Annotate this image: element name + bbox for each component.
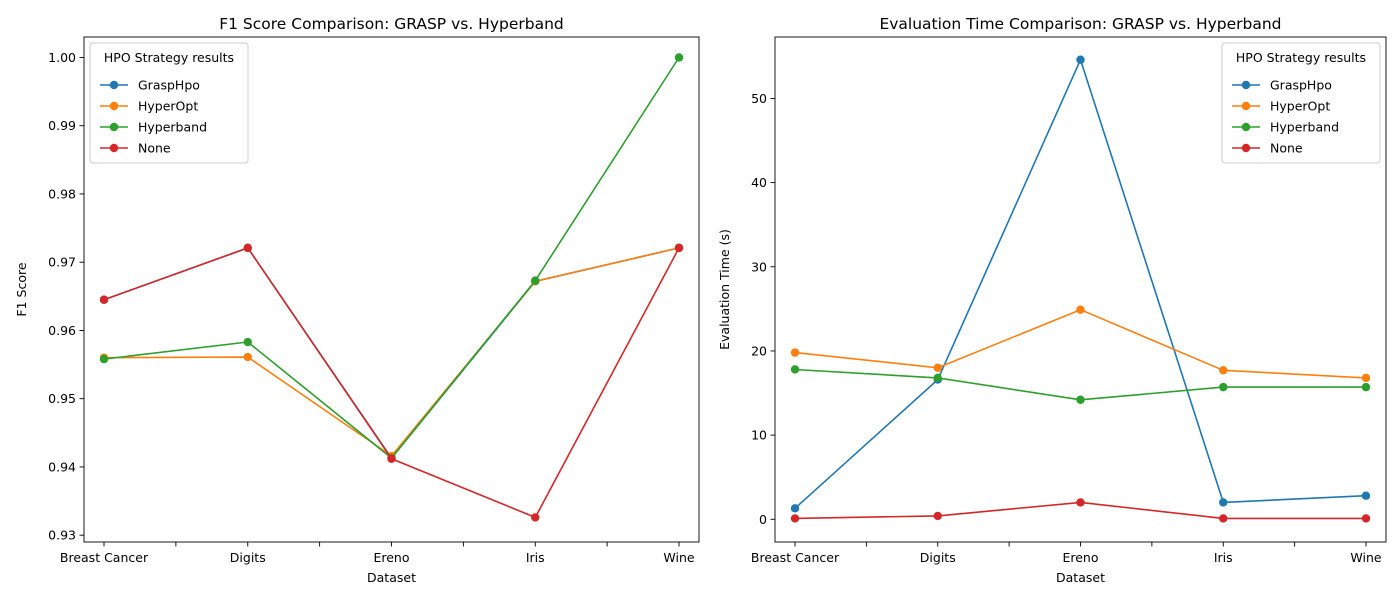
series-line-hyperopt	[794, 308, 1367, 379]
y-axis-label: F1 Score	[14, 262, 29, 316]
y-tick-label: 0.95	[48, 391, 76, 406]
data-point-hyperopt	[1219, 366, 1228, 375]
y-tick-label: 10	[751, 428, 767, 443]
data-point-hyperband	[933, 373, 942, 383]
y-tick-label: 1.00	[48, 50, 76, 65]
legend-label-hyperopt: HyperOpt	[1270, 99, 1330, 114]
legend-marker-grasphpo	[109, 80, 119, 90]
x-tick-label: Breast Cancer	[60, 550, 149, 565]
y-tick-label: 0	[759, 512, 767, 527]
series-line-grasphpo	[103, 247, 680, 459]
data-point-hyperband	[674, 53, 684, 62]
y-tick-label: 40	[751, 175, 767, 190]
legend-label-hyperopt: HyperOpt	[138, 99, 198, 114]
y-tick-label: 20	[751, 343, 767, 358]
data-point-hyperopt	[933, 363, 942, 372]
data-point-none	[1076, 498, 1085, 507]
y-tick-label: 0.97	[48, 255, 76, 270]
data-point-hyperband	[1219, 382, 1228, 392]
legend-label-hyperband: Hyperband	[138, 120, 207, 135]
x-tick-label: Digits	[920, 550, 956, 565]
legend-label-grasphpo: GraspHpo	[1270, 78, 1332, 93]
x-tick-label: Ereno	[1062, 550, 1098, 565]
x-tick-label: Ereno	[373, 550, 409, 565]
y-tick-label: 0.96	[48, 323, 76, 338]
data-point-hyperband	[531, 276, 540, 285]
legend-title: HPO Strategy results	[104, 50, 234, 65]
data-point-none	[243, 243, 252, 253]
data-point-none	[1361, 514, 1371, 523]
legend-marker-none	[1241, 143, 1251, 153]
x-tick-label: Wine	[663, 550, 694, 565]
y-tick-label: 30	[751, 259, 767, 274]
legend-marker-grasphpo	[1241, 80, 1251, 90]
chart-1: F1 Score Comparison: GRASP vs. Hyperband…	[14, 15, 700, 585]
y-axis-label: Evaluation Time (s)	[717, 229, 732, 350]
series-line-hyperopt	[103, 247, 680, 457]
y-tick-label: 0.94	[48, 459, 76, 474]
data-point-hyperband	[1361, 382, 1371, 392]
legend-label-hyperband: Hyperband	[1270, 120, 1339, 135]
legend-label-none: None	[1270, 141, 1303, 156]
legend-title: HPO Strategy results	[1236, 50, 1366, 65]
chart-2: Evaluation Time Comparison: GRASP vs. Hy…	[717, 15, 1387, 585]
data-point-none	[674, 243, 684, 253]
legend-marker-hyperband	[109, 122, 119, 132]
data-point-none	[790, 514, 800, 523]
y-tick-label: 0.93	[48, 528, 76, 543]
y-tick-label: 0.99	[48, 118, 76, 133]
series-line-none	[103, 247, 680, 519]
data-point-hyperband	[790, 365, 800, 374]
legend: HPO Strategy results GraspHpo HyperOpt Hype…	[89, 42, 249, 164]
data-point-hyperopt	[243, 352, 252, 362]
data-point-grasphpo	[1076, 55, 1085, 64]
data-point-none	[933, 511, 942, 521]
y-tick-label: 0.98	[48, 186, 76, 201]
data-point-grasphpo	[1361, 491, 1371, 500]
legend-box	[1221, 42, 1381, 164]
data-point-none	[387, 454, 396, 463]
y-tick-label: 50	[751, 91, 767, 106]
data-point-hyperband	[1076, 395, 1085, 404]
legend: HPO Strategy results GraspHpo HyperOpt Hype…	[1221, 42, 1381, 164]
data-point-hyperopt	[790, 348, 800, 357]
legend-marker-hyperopt	[109, 101, 119, 111]
x-axis-label: Dataset	[367, 570, 416, 585]
x-axis-label: Dataset	[1056, 570, 1105, 585]
legend-label-none: None	[138, 141, 171, 156]
data-point-hyperband	[243, 337, 252, 347]
x-tick-label: Digits	[230, 550, 266, 565]
legend-label-grasphpo: GraspHpo	[138, 78, 200, 93]
data-point-none	[99, 295, 109, 304]
x-tick-label: Iris	[1214, 550, 1233, 565]
legend-box	[89, 42, 249, 164]
data-point-grasphpo	[790, 504, 800, 513]
data-point-none	[1219, 514, 1228, 523]
chart-title: Evaluation Time Comparison: GRASP vs. Hy…	[879, 15, 1281, 33]
x-tick-label: Breast Cancer	[751, 550, 840, 565]
legend-marker-none	[109, 143, 119, 153]
data-point-hyperopt	[1361, 373, 1371, 383]
legend-marker-hyperband	[1241, 122, 1251, 132]
data-point-hyperopt	[1076, 305, 1085, 314]
legend-marker-hyperopt	[1241, 101, 1251, 111]
data-point-grasphpo	[1219, 498, 1228, 507]
data-point-none	[531, 513, 540, 522]
chart-title: F1 Score Comparison: GRASP vs. Hyperband	[219, 15, 564, 33]
x-tick-label: Wine	[1350, 550, 1381, 565]
x-tick-label: Iris	[526, 550, 545, 565]
data-point-hyperband	[99, 354, 109, 364]
